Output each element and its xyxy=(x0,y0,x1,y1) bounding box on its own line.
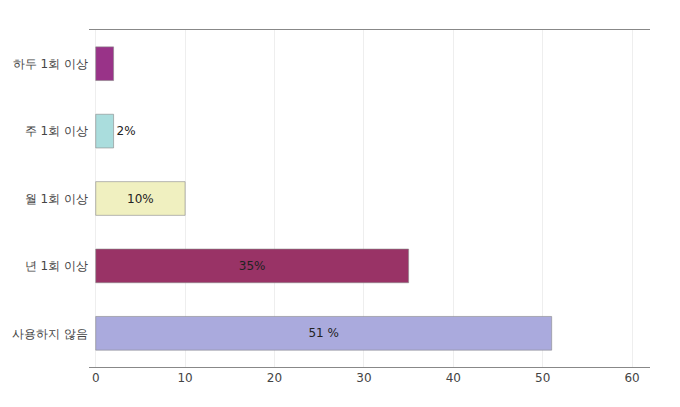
svg-text:주 1회 이상: 주 1회 이상 xyxy=(25,124,88,138)
svg-text:하두 1회 이상: 하두 1회 이상 xyxy=(13,57,88,71)
svg-text:월 1회 이상: 월 1회 이상 xyxy=(25,192,88,206)
svg-text:20: 20 xyxy=(267,371,282,385)
svg-text:40: 40 xyxy=(446,371,461,385)
svg-text:사용하지 않음: 사용하지 않음 xyxy=(12,327,88,341)
svg-text:60: 60 xyxy=(624,371,639,385)
svg-text:10: 10 xyxy=(177,371,192,385)
svg-text:35%: 35% xyxy=(239,259,266,273)
svg-text:50: 50 xyxy=(535,371,550,385)
svg-text:10%: 10% xyxy=(127,192,154,206)
svg-text:년 1회 이상: 년 1회 이상 xyxy=(25,259,88,273)
svg-text:2%: 2% xyxy=(117,124,136,138)
svg-text:0: 0 xyxy=(92,371,100,385)
svg-text:30: 30 xyxy=(356,371,371,385)
svg-text:51 %: 51 % xyxy=(308,326,339,340)
